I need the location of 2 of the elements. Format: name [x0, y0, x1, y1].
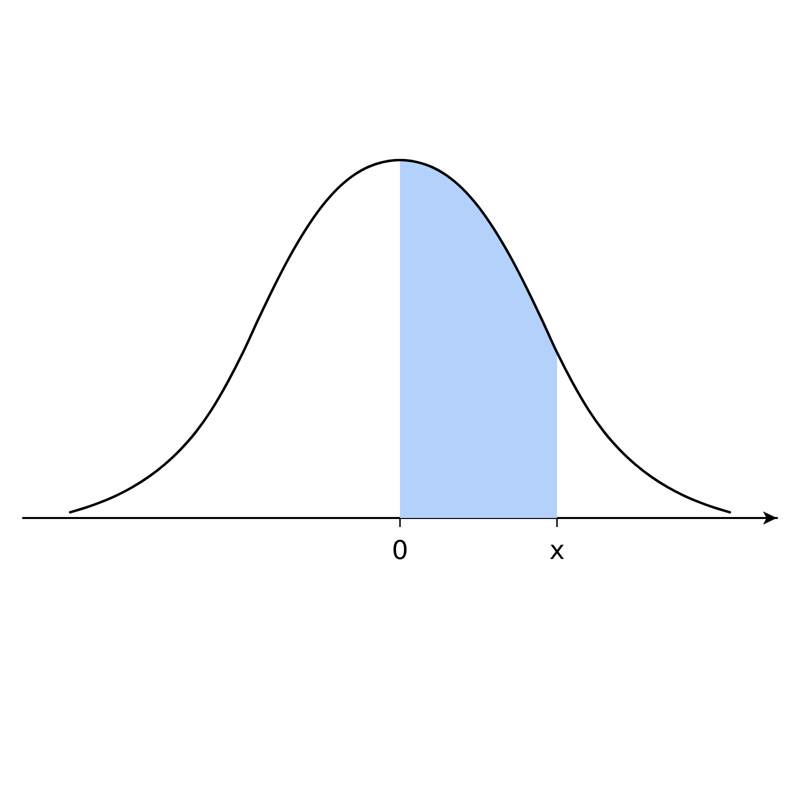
x-tick-label: x — [549, 536, 565, 566]
x-tick-label: 0 — [392, 536, 408, 566]
